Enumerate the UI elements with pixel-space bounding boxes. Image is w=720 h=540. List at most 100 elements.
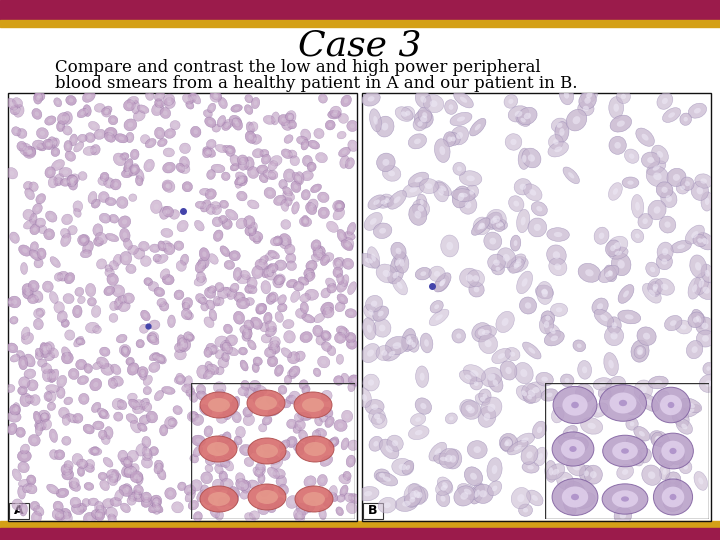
- Ellipse shape: [529, 189, 536, 195]
- Ellipse shape: [230, 349, 235, 353]
- Ellipse shape: [102, 434, 110, 444]
- Ellipse shape: [346, 474, 348, 478]
- Ellipse shape: [122, 232, 127, 238]
- Ellipse shape: [117, 157, 122, 162]
- Ellipse shape: [20, 490, 23, 495]
- Ellipse shape: [528, 154, 535, 161]
- Ellipse shape: [17, 129, 27, 138]
- Ellipse shape: [368, 96, 374, 102]
- Ellipse shape: [442, 482, 448, 488]
- Ellipse shape: [177, 335, 186, 348]
- Ellipse shape: [439, 279, 446, 286]
- Ellipse shape: [91, 500, 96, 503]
- Ellipse shape: [126, 168, 130, 173]
- Ellipse shape: [152, 365, 157, 369]
- Ellipse shape: [224, 124, 228, 128]
- Ellipse shape: [295, 420, 305, 430]
- Ellipse shape: [338, 113, 348, 123]
- Ellipse shape: [598, 388, 611, 400]
- Ellipse shape: [475, 393, 490, 406]
- Ellipse shape: [34, 259, 43, 268]
- Ellipse shape: [226, 122, 230, 126]
- Ellipse shape: [460, 97, 467, 103]
- Ellipse shape: [376, 264, 397, 283]
- Ellipse shape: [250, 343, 253, 347]
- Ellipse shape: [132, 402, 137, 407]
- Ellipse shape: [279, 484, 289, 495]
- Ellipse shape: [133, 400, 145, 409]
- Ellipse shape: [170, 319, 173, 324]
- Ellipse shape: [701, 264, 714, 282]
- Ellipse shape: [348, 335, 353, 340]
- Ellipse shape: [136, 407, 141, 411]
- Ellipse shape: [294, 413, 304, 422]
- Ellipse shape: [492, 380, 498, 386]
- Ellipse shape: [150, 336, 154, 340]
- Ellipse shape: [6, 384, 15, 393]
- Ellipse shape: [315, 249, 320, 254]
- Ellipse shape: [392, 440, 398, 446]
- Ellipse shape: [213, 382, 226, 394]
- Ellipse shape: [106, 507, 117, 519]
- Ellipse shape: [53, 373, 56, 379]
- Ellipse shape: [315, 370, 319, 374]
- Ellipse shape: [174, 290, 184, 300]
- Ellipse shape: [58, 453, 62, 457]
- Ellipse shape: [492, 215, 500, 223]
- Ellipse shape: [226, 450, 230, 455]
- Ellipse shape: [320, 302, 333, 314]
- Ellipse shape: [650, 431, 670, 447]
- Ellipse shape: [237, 315, 241, 321]
- Ellipse shape: [618, 310, 641, 324]
- Ellipse shape: [571, 494, 579, 500]
- Ellipse shape: [164, 98, 175, 109]
- Ellipse shape: [579, 92, 596, 109]
- Ellipse shape: [122, 346, 130, 357]
- Ellipse shape: [189, 336, 192, 339]
- Ellipse shape: [101, 433, 104, 437]
- Ellipse shape: [43, 415, 47, 419]
- Ellipse shape: [279, 400, 291, 408]
- Ellipse shape: [567, 504, 572, 510]
- Ellipse shape: [702, 335, 709, 342]
- Ellipse shape: [160, 472, 163, 477]
- Ellipse shape: [670, 477, 676, 483]
- Ellipse shape: [97, 505, 102, 510]
- Ellipse shape: [87, 298, 96, 306]
- Ellipse shape: [118, 295, 127, 304]
- Ellipse shape: [261, 334, 271, 343]
- Ellipse shape: [247, 161, 251, 166]
- Ellipse shape: [289, 264, 294, 268]
- Ellipse shape: [301, 433, 305, 438]
- Ellipse shape: [251, 97, 260, 109]
- Ellipse shape: [474, 124, 481, 131]
- Ellipse shape: [613, 104, 619, 112]
- Ellipse shape: [120, 252, 132, 265]
- Ellipse shape: [67, 463, 71, 467]
- Ellipse shape: [144, 500, 148, 504]
- Ellipse shape: [190, 455, 199, 463]
- Ellipse shape: [155, 127, 165, 139]
- Ellipse shape: [657, 151, 663, 158]
- Ellipse shape: [534, 224, 541, 231]
- Ellipse shape: [253, 100, 257, 105]
- Ellipse shape: [128, 492, 137, 502]
- Ellipse shape: [22, 266, 26, 271]
- Ellipse shape: [32, 245, 36, 249]
- Ellipse shape: [120, 228, 130, 242]
- Ellipse shape: [6, 298, 14, 306]
- Ellipse shape: [469, 118, 486, 136]
- Ellipse shape: [696, 233, 714, 250]
- Ellipse shape: [212, 217, 222, 227]
- Ellipse shape: [642, 134, 649, 140]
- Ellipse shape: [343, 471, 351, 481]
- Ellipse shape: [696, 317, 714, 335]
- Ellipse shape: [179, 166, 182, 170]
- Ellipse shape: [500, 434, 518, 452]
- Ellipse shape: [236, 438, 240, 442]
- Ellipse shape: [509, 259, 524, 273]
- Ellipse shape: [608, 183, 622, 200]
- Ellipse shape: [302, 314, 315, 323]
- Ellipse shape: [220, 437, 225, 441]
- Ellipse shape: [37, 427, 40, 432]
